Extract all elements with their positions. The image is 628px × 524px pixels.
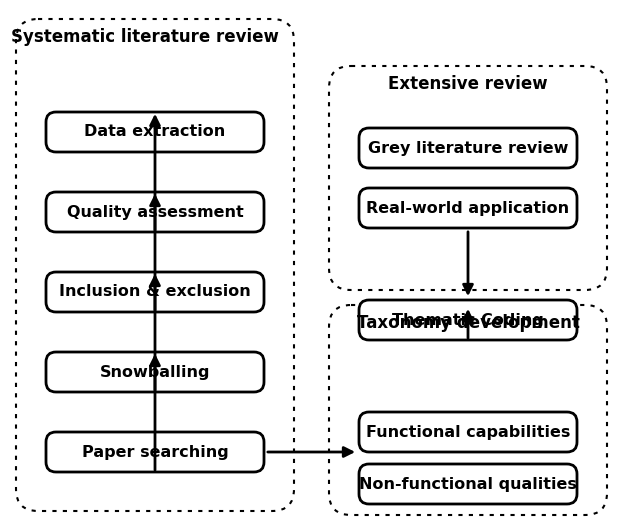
- Text: Thematic Coding: Thematic Coding: [392, 312, 544, 328]
- Text: Paper searching: Paper searching: [82, 444, 229, 460]
- Text: Extensive review: Extensive review: [388, 75, 548, 93]
- Text: Taxonomy development: Taxonomy development: [357, 314, 580, 332]
- Text: Real-world application: Real-world application: [366, 201, 570, 215]
- Text: Snowballing: Snowballing: [100, 365, 210, 379]
- FancyBboxPatch shape: [46, 272, 264, 312]
- Text: Inclusion & exclusion: Inclusion & exclusion: [59, 285, 251, 300]
- FancyBboxPatch shape: [329, 305, 607, 515]
- Text: Systematic literature review: Systematic literature review: [11, 28, 279, 46]
- FancyBboxPatch shape: [46, 432, 264, 472]
- Text: Non-functional qualities: Non-functional qualities: [359, 476, 577, 492]
- FancyBboxPatch shape: [359, 300, 577, 340]
- FancyBboxPatch shape: [16, 19, 294, 511]
- Text: Quality assessment: Quality assessment: [67, 204, 244, 220]
- FancyBboxPatch shape: [46, 352, 264, 392]
- FancyBboxPatch shape: [359, 412, 577, 452]
- FancyBboxPatch shape: [359, 188, 577, 228]
- FancyBboxPatch shape: [359, 464, 577, 504]
- FancyBboxPatch shape: [46, 192, 264, 232]
- FancyBboxPatch shape: [359, 128, 577, 168]
- Text: Functional capabilities: Functional capabilities: [366, 424, 570, 440]
- Text: Grey literature review: Grey literature review: [368, 140, 568, 156]
- FancyBboxPatch shape: [329, 66, 607, 290]
- FancyBboxPatch shape: [46, 112, 264, 152]
- Text: Data extraction: Data extraction: [84, 125, 225, 139]
